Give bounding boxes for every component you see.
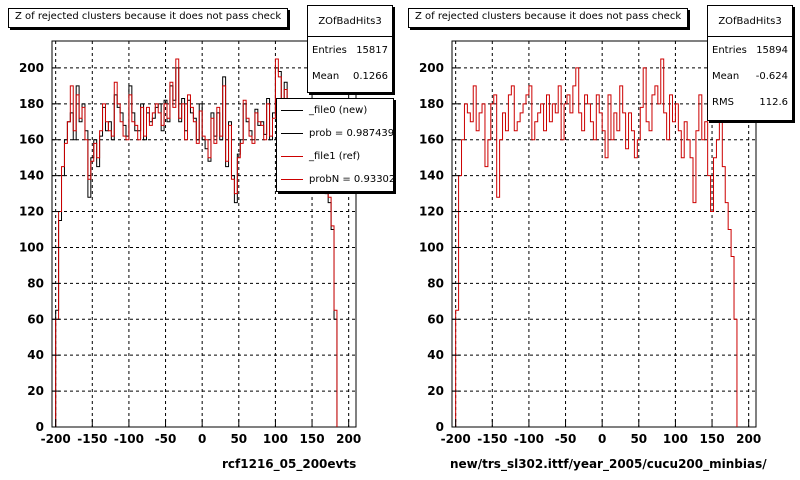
legend-swatch	[281, 110, 303, 111]
stats-rms-value: 112.6	[759, 96, 788, 108]
y-tick-label: 40	[27, 348, 44, 362]
stats-mean-label: Mean	[312, 70, 340, 82]
x-tick-label: -100	[514, 432, 544, 446]
y-tick-label: 80	[427, 276, 444, 290]
stats-rms-row: RMS 112.6	[708, 89, 792, 115]
legend-entry: _file0 (new)	[277, 99, 393, 122]
y-tick-label: 100	[19, 240, 44, 254]
stats-entries-row: Entries 15894	[708, 37, 792, 63]
x-tick-label: -50	[555, 432, 577, 446]
stats-mean-row: Mean -0.624	[708, 63, 792, 89]
x-tick-label: 150	[700, 432, 725, 446]
x-tick-label: 50	[630, 432, 647, 446]
histogram-title: Z of rejected clusters because it does n…	[408, 8, 689, 28]
stats-entries-value: 15817	[356, 44, 388, 56]
legend-label: _file0 (new)	[309, 105, 368, 116]
x-tick-label: -150	[77, 432, 107, 446]
y-tick-label: 200	[19, 61, 44, 75]
y-tick-label: 80	[27, 276, 44, 290]
legend-entry: _file1 (ref)	[277, 145, 393, 168]
x-axis-caption: rcf1216_05_200evts	[222, 457, 357, 471]
y-tick-label: 160	[19, 133, 44, 147]
legend-box: _file0 (new) prob = 0.987439 _file1 (ref…	[276, 98, 394, 192]
x-tick-label: -150	[477, 432, 507, 446]
histogram-panel-new-vs-ref: -200 -150 -100 -50 0 50 100 150 200 0 20 40 60 80 100 1…	[8, 5, 394, 471]
x-tick-label: 100	[663, 432, 688, 446]
y-tick-label: 40	[427, 348, 444, 362]
legend-swatch	[281, 179, 303, 180]
x-tick-label: 0	[198, 432, 206, 446]
legend-label: prob = 0.987439	[309, 128, 394, 139]
stats-entries-label: Entries	[312, 44, 347, 56]
x-tick-label: -200	[441, 432, 471, 446]
y-tick-label: 160	[419, 133, 444, 147]
y-tick-label: 60	[27, 312, 44, 326]
y-tick-label: 120	[19, 205, 44, 219]
y-tick-label: 120	[419, 205, 444, 219]
histogram-panel-new: -200 -150 -100 -50 0 50 100 150 200 0 20 40 60 80 100 1…	[400, 0, 800, 480]
stats-mean-value: -0.624	[755, 70, 788, 82]
legend-entry: probN = 0.933025	[277, 168, 393, 191]
y-tick-label: 20	[427, 384, 444, 398]
x-tick-label: 150	[300, 432, 325, 446]
y-tick-label: 100	[419, 240, 444, 254]
stats-entries-row: Entries 15817	[308, 37, 392, 63]
histogram-title: Z of rejected clusters because it does n…	[8, 8, 289, 28]
x-tick-label: 200	[336, 432, 361, 446]
stats-entries-label: Entries	[712, 44, 747, 56]
x-tick-label: -100	[114, 432, 144, 446]
legend-swatch	[281, 133, 303, 134]
legend-label: _file1 (ref)	[309, 151, 361, 162]
y-tick-label: 0	[36, 420, 44, 434]
histogram-series-1	[455, 58, 738, 427]
legend-swatch	[281, 156, 303, 157]
x-tick-label: 200	[736, 432, 761, 446]
x-tick-label: 100	[263, 432, 288, 446]
histogram-plot: -200 -150 -100 -50 0 50 100 150 200 0 20 40 60 80 100 1…	[419, 40, 761, 446]
y-tick-label: 200	[419, 61, 444, 75]
y-tick-label: 0	[436, 420, 444, 434]
y-tick-label: 180	[419, 97, 444, 111]
stats-box: ZOfBadHits3 Entries 15817 Mean 0.1266	[307, 5, 393, 93]
stats-histogram-name: ZOfBadHits3	[308, 6, 392, 37]
x-tick-label: -200	[41, 432, 71, 446]
plot-frame	[451, 40, 757, 428]
x-tick-label: -50	[155, 432, 177, 446]
legend-label: probN = 0.933025	[309, 174, 394, 185]
x-tick-label: 50	[230, 432, 247, 446]
stats-box: ZOfBadHits3 Entries 15894 Mean -0.624 RM…	[707, 5, 793, 121]
y-tick-label: 180	[19, 97, 44, 111]
stats-mean-row: Mean 0.1266	[308, 63, 392, 89]
stats-rms-label: RMS	[712, 96, 734, 108]
stats-histogram-name: ZOfBadHits3	[708, 6, 792, 37]
y-tick-label: 140	[419, 169, 444, 183]
stats-entries-value: 15894	[756, 44, 788, 56]
x-tick-label: 0	[598, 432, 606, 446]
y-tick-label: 140	[19, 169, 44, 183]
legend-entry: prob = 0.987439	[277, 122, 393, 145]
stats-mean-value: 0.1266	[353, 70, 388, 82]
stats-mean-label: Mean	[712, 70, 740, 82]
y-tick-label: 60	[427, 312, 444, 326]
x-axis-caption: new/trs_sl302.ittf/year_2005/cucu200_min…	[450, 457, 767, 471]
y-tick-label: 20	[27, 384, 44, 398]
